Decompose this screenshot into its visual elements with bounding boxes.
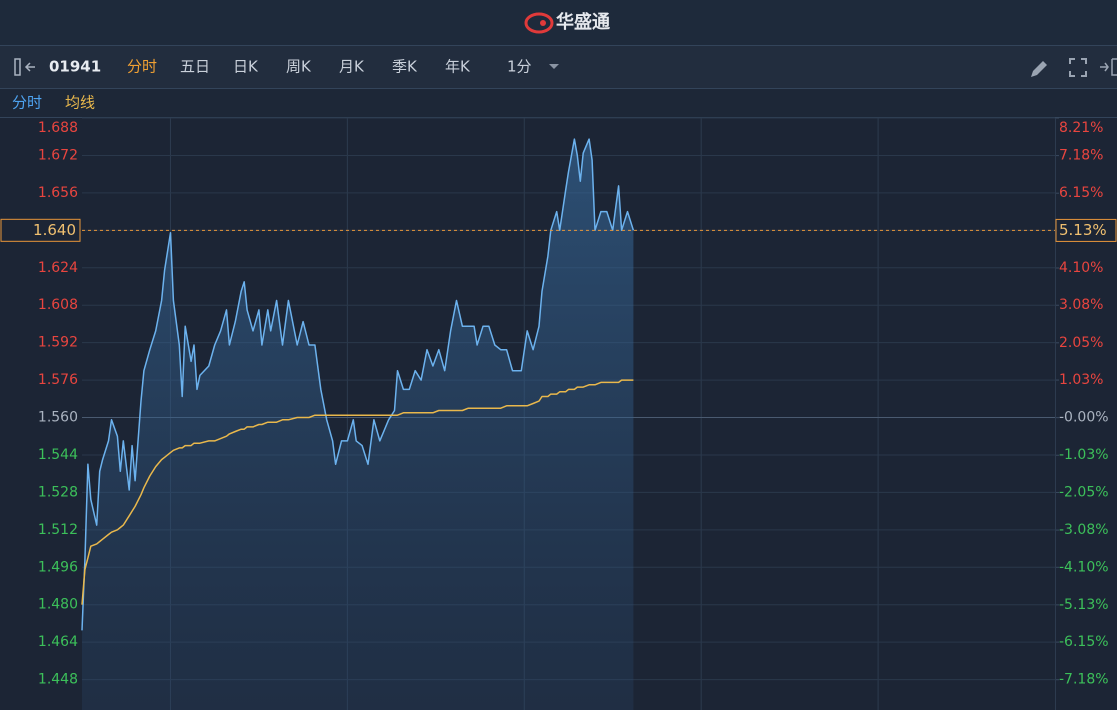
toolbar	[0, 45, 1117, 88]
pct-marker	[1055, 218, 1117, 242]
average-line	[81, 379, 634, 605]
y-tick-label: 1.544	[38, 447, 78, 463]
tab[interactable]: 月K	[339, 58, 365, 76]
top-bar	[0, 0, 1117, 45]
y-tick-label: 1.576	[38, 372, 78, 388]
y2-tick-label: 2.05%	[1059, 335, 1103, 351]
y-tick-label: 1.496	[38, 559, 78, 575]
y2-tick-label: 6.15%	[1059, 185, 1103, 201]
price-marker	[0, 218, 81, 242]
legend-bar	[0, 88, 1117, 117]
tab[interactable]: 日K	[233, 58, 259, 76]
price-area	[82, 139, 634, 710]
legend-entry[interactable]: 均线	[65, 94, 95, 112]
legend-entry[interactable]: 分时	[12, 94, 42, 112]
y2-tick-label: -7.18%	[1059, 672, 1109, 688]
y2-tick-label: 3.08%	[1059, 297, 1103, 313]
y-tick-label: 1.512	[38, 522, 78, 538]
price-line	[81, 138, 635, 631]
y-tick-label: 1.592	[38, 335, 78, 351]
y-tick-label: 1.656	[38, 185, 78, 201]
fullscreen-icon[interactable]	[1069, 58, 1087, 77]
y-tick-label: 1.688	[38, 120, 78, 136]
y-tick-label: 1.624	[38, 260, 78, 276]
y2-tick-label: 4.10%	[1059, 260, 1103, 276]
y-tick-label: 1.528	[38, 484, 78, 500]
y2-tick-label: -2.05%	[1059, 484, 1109, 500]
tab[interactable]: 五日	[180, 58, 210, 76]
y2-tick-label: -4.10%	[1059, 559, 1109, 575]
tab[interactable]: 分时	[127, 58, 157, 76]
y2-tick-label: -0.00%	[1059, 410, 1109, 426]
y2-tick-label: 5.13%	[1059, 221, 1107, 239]
dropdown-arrow[interactable]	[549, 64, 559, 69]
y-tick-label: 1.672	[38, 147, 78, 163]
y2-tick-label: 1.03%	[1059, 372, 1103, 388]
logo	[524, 12, 554, 34]
y-tick-label: 1.560	[38, 410, 78, 426]
y2-tick-label: -6.15%	[1059, 634, 1109, 650]
y2-tick-label: -5.13%	[1059, 597, 1109, 613]
y-tick-label: 1.640	[33, 221, 76, 239]
tab[interactable]: 季K	[392, 58, 418, 76]
y2-tick-label: 7.18%	[1059, 148, 1103, 164]
app-title: 华盛通	[556, 11, 610, 33]
y-tick-label: 1.608	[38, 297, 78, 313]
back-icon[interactable]	[14, 58, 35, 76]
tab[interactable]: 年K	[445, 58, 471, 76]
y2-tick-label: -1.03%	[1059, 447, 1109, 463]
interval-select[interactable]: 1分	[507, 58, 532, 76]
y2-tick-label: -3.08%	[1059, 522, 1109, 538]
y-tick-label: 1.448	[38, 672, 78, 688]
y-tick-label: 1.480	[38, 597, 78, 613]
y2-tick-label: 8.21%	[1059, 120, 1103, 136]
collapse-icon[interactable]	[1100, 58, 1117, 76]
draw-icon[interactable]	[1031, 61, 1047, 77]
y-tick-label: 1.464	[38, 634, 78, 650]
stock-code: 01941	[49, 58, 101, 76]
tab[interactable]: 周K	[286, 58, 312, 76]
